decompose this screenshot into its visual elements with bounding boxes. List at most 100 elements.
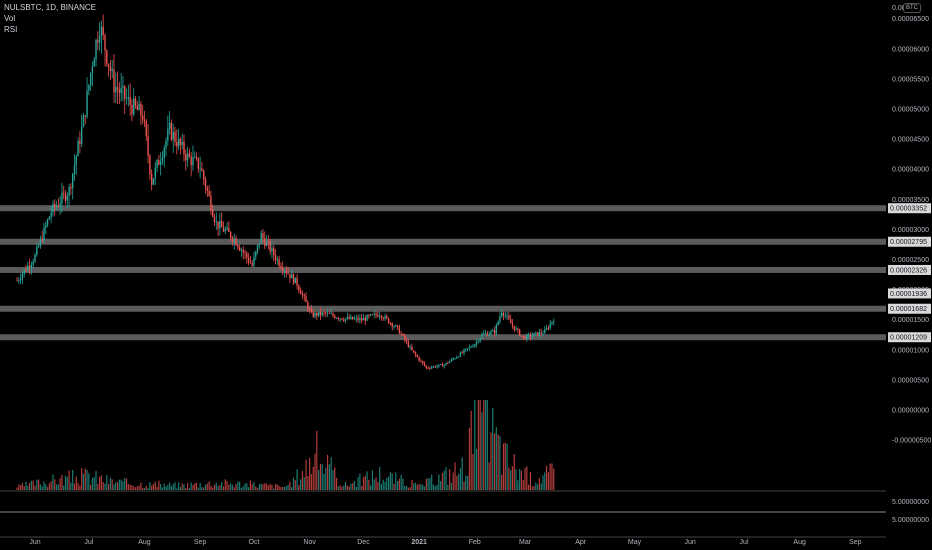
- volume-bar: [553, 468, 555, 490]
- price-axis-tick: 0.00003000: [892, 227, 929, 234]
- volume-bar: [77, 482, 79, 490]
- candle-body: [154, 167, 156, 179]
- volume-bar: [212, 487, 214, 490]
- candle-body: [256, 244, 259, 252]
- volume-bar: [551, 463, 553, 490]
- time-axis-tick: Apr: [575, 539, 587, 546]
- volume-bar: [41, 486, 43, 490]
- candle-body: [490, 331, 492, 335]
- volume-bar: [474, 400, 476, 490]
- volume-bar: [517, 480, 519, 490]
- candle-body: [544, 329, 546, 334]
- volume-bar: [470, 410, 472, 490]
- candle-body: [414, 352, 417, 355]
- volume-bar: [213, 484, 216, 490]
- candle-body: [501, 312, 503, 317]
- volume-bar: [178, 482, 180, 490]
- volume-bar: [167, 484, 169, 490]
- time-axis-tick: 2021: [411, 539, 427, 546]
- volume-bar: [231, 484, 234, 490]
- candle-body: [432, 366, 435, 368]
- candle-body: [220, 220, 223, 228]
- candle-body: [115, 87, 117, 93]
- candle-body: [30, 264, 33, 268]
- volume-bar: [495, 427, 497, 490]
- volume-bar: [344, 481, 347, 490]
- volume-bar: [163, 483, 165, 490]
- candle-body: [186, 153, 189, 161]
- volume-bar: [292, 477, 295, 490]
- volume-bar: [318, 470, 320, 490]
- volume-bar: [203, 487, 205, 490]
- candle-body: [235, 238, 237, 246]
- candle-body: [393, 326, 395, 328]
- volume-bar: [20, 485, 22, 490]
- volume-bar: [25, 481, 27, 490]
- volume-bar: [312, 466, 314, 490]
- candle-body: [538, 332, 541, 336]
- volume-bar: [72, 469, 74, 490]
- candle-body: [262, 233, 264, 239]
- candle-body: [111, 69, 113, 72]
- candle-body: [264, 238, 266, 246]
- volume-bar: [93, 476, 95, 490]
- symbol-label: NULSBTC, 1D, BINANCE: [4, 3, 97, 12]
- candle-body: [39, 238, 42, 246]
- volume-bar: [136, 486, 138, 490]
- volume-bar: [265, 483, 268, 490]
- candle-body: [517, 328, 519, 330]
- volume-bar: [298, 484, 300, 490]
- candle-body: [352, 316, 354, 320]
- candle-body: [527, 334, 530, 336]
- rsi-indicator-label: RSI: [4, 25, 18, 34]
- candle-body: [63, 192, 65, 194]
- candle-body: [312, 312, 314, 317]
- candle-body: [407, 341, 410, 347]
- volume-bar: [118, 479, 120, 490]
- volume-bar: [140, 482, 142, 490]
- candle-body: [481, 334, 483, 339]
- candle-body: [404, 335, 406, 340]
- volume-bar: [170, 486, 173, 490]
- candle-body: [317, 311, 320, 316]
- volume-bar: [185, 488, 187, 490]
- volume-bar: [52, 474, 54, 490]
- volume-bar: [154, 481, 156, 490]
- candle-body: [506, 315, 508, 317]
- candle-body: [513, 325, 515, 330]
- candle-body: [492, 330, 494, 332]
- volume-bar: [142, 488, 144, 490]
- volume-bar: [82, 473, 85, 490]
- volume-bar: [138, 485, 140, 490]
- candle-body: [179, 138, 182, 145]
- volume-bar: [36, 479, 38, 490]
- candle-body: [341, 318, 343, 320]
- volume-bar: [248, 487, 250, 490]
- candle-body: [48, 216, 51, 220]
- candle-body: [389, 323, 392, 325]
- candle-body: [27, 265, 29, 271]
- candle-body: [416, 354, 419, 358]
- price-axis-tick: 0.00004500: [892, 137, 929, 144]
- level-label-badge: [888, 264, 931, 275]
- candle-body: [185, 154, 187, 161]
- candle-body: [113, 69, 115, 93]
- candle-body: [486, 333, 489, 336]
- candle-body: [233, 238, 235, 242]
- volume-bar: [240, 487, 243, 490]
- level-label-badge: [888, 303, 931, 314]
- volume-bar: [393, 483, 395, 490]
- candle-body: [174, 131, 176, 142]
- candle-body: [305, 296, 307, 303]
- candle-body: [269, 241, 271, 252]
- volume-bar: [195, 482, 198, 490]
- volume-bar: [427, 478, 429, 490]
- volume-bar: [301, 471, 304, 490]
- volume-bar: [533, 486, 535, 490]
- candle-body: [82, 115, 85, 127]
- volume-bar: [531, 486, 533, 490]
- volume-bar: [34, 485, 36, 490]
- volume-bar: [528, 484, 530, 490]
- volume-bar: [382, 479, 384, 490]
